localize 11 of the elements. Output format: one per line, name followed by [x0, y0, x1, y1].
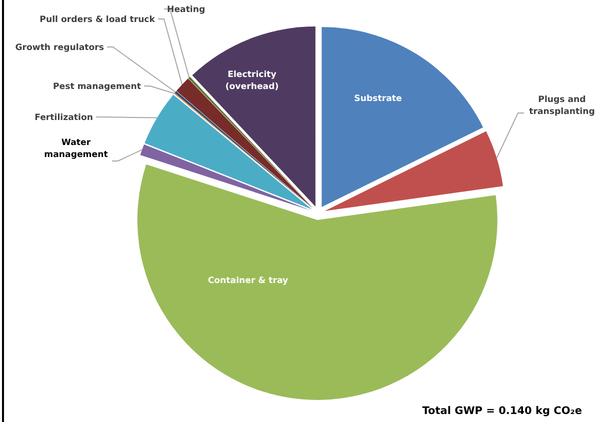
slice-label: Pest management — [52, 82, 141, 92]
slice-label: Substrate — [354, 94, 402, 104]
slice-label: Growth regulators — [15, 43, 104, 53]
slice-label: Plugs and transplanting — [529, 95, 595, 117]
slice-label: Fertilization — [34, 113, 93, 123]
slice-label: Heating — [167, 5, 206, 15]
slice-label: Water management — [44, 138, 108, 160]
slice-label: Pull orders & load truck — [40, 15, 156, 25]
text: Total GWP = 0.140 kg CO₂e — [422, 405, 582, 417]
slice-label: Electricity (overhead) — [225, 70, 279, 92]
slice-label: Container & tray — [208, 276, 289, 286]
